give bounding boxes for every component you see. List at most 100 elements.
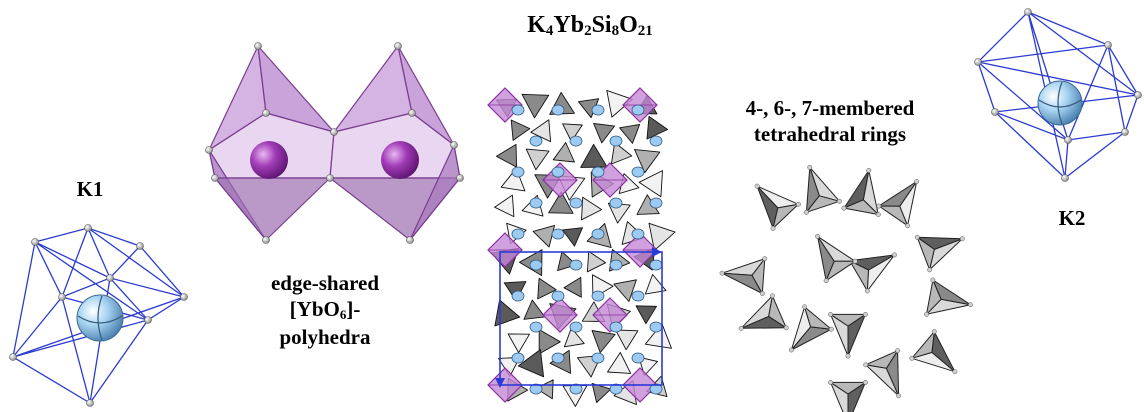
k-atom [569, 197, 583, 209]
k-atom [529, 321, 543, 333]
ring-tetrahedron [738, 293, 789, 331]
k-atom [551, 228, 565, 240]
sio4-tetrahedron [646, 115, 669, 140]
k2-coordination-polyhedron [974, 8, 1142, 182]
ring-tetrahedron [909, 329, 958, 375]
k-atom [649, 383, 663, 395]
sio4-tetrahedron [496, 143, 518, 168]
ring-tetrahedron [754, 183, 801, 231]
k-atom [529, 383, 543, 395]
sio4-tetrahedron [644, 323, 672, 349]
sio4-tetrahedron [648, 222, 676, 251]
sio4-tetrahedron [532, 224, 556, 248]
sio4-tetrahedron [538, 329, 561, 355]
sio4-tetrahedron [586, 250, 607, 273]
unit-cell-axis-arrow [652, 247, 662, 257]
sio4-tetrahedron [548, 191, 574, 214]
sio4-tetrahedron [606, 89, 633, 118]
k-atom [631, 352, 645, 364]
sio4-tetrahedron [638, 170, 663, 198]
k-atom [569, 259, 583, 271]
k-atom [569, 135, 583, 147]
formula-title: K4Yb2Si8O21 [527, 12, 653, 39]
ring-tetrahedron [847, 252, 897, 294]
sio4-tetrahedron [494, 194, 515, 218]
k-atom [649, 259, 663, 271]
sio4-tetrahedron [580, 143, 608, 168]
k-atom [609, 321, 623, 333]
k-atom [511, 352, 525, 364]
ring-tetrahedron [924, 277, 974, 317]
k-atom [511, 228, 525, 240]
k-atom [609, 383, 623, 395]
k-atom [591, 166, 605, 178]
k-atom [631, 228, 645, 240]
sio4-tetrahedron [563, 276, 582, 298]
ring-tetrahedron [914, 234, 965, 273]
sio4-tetrahedron [517, 349, 545, 378]
k-atom [609, 197, 623, 209]
edge-shared-label: edge-shared [YbO6]- polyhedra [230, 270, 420, 350]
k-atom [649, 321, 663, 333]
k-atom [529, 259, 543, 271]
sio4-tetrahedron [562, 227, 583, 247]
k-atom [551, 104, 565, 116]
k-atom [649, 197, 663, 209]
k1-label: K1 [76, 177, 104, 201]
k-atom [551, 290, 565, 302]
k-atom [609, 135, 623, 147]
k-atom [591, 228, 605, 240]
k1-coordination-polyhedron [9, 224, 188, 407]
sio4-tetrahedron [634, 149, 661, 174]
sio4-tetrahedron [613, 279, 637, 302]
sio4-tetrahedron [500, 167, 526, 192]
sio4-tetrahedron [635, 305, 657, 325]
yb-octahedra-dimer [205, 42, 464, 244]
sio4-tetrahedron [525, 148, 550, 171]
edge-label-line2: [YbO6]- [289, 297, 361, 323]
ring-tetrahedron [828, 311, 868, 359]
rings-label: 4-, 6-, 7-membered tetrahedral rings [700, 95, 960, 148]
k-atom [511, 104, 525, 116]
ring-tetrahedron [863, 348, 902, 399]
k-atom [551, 352, 565, 364]
k-atom [631, 166, 645, 178]
k-atom [569, 321, 583, 333]
ring-tetrahedron [815, 233, 858, 284]
sio4-tetrahedron [581, 196, 603, 221]
sio4-tetrahedron [494, 299, 521, 327]
k-atom [511, 166, 525, 178]
k-atom [529, 135, 543, 147]
edge-label-line1: edge-shared [270, 271, 380, 295]
sio4-tetrahedron [591, 330, 616, 354]
sio4-tetrahedron [610, 141, 633, 165]
tetrahedral-rings-view [719, 164, 974, 412]
k-atom [551, 166, 565, 178]
sio4-tetrahedron [644, 274, 667, 295]
sio4-tetrahedron [607, 352, 632, 374]
k-atom [591, 290, 605, 302]
sio4-tetrahedron [510, 119, 531, 141]
k-atom [569, 383, 583, 395]
unit-cell-axis-arrow [495, 378, 505, 388]
sio4-tetrahedron [615, 329, 639, 351]
k-atom [511, 290, 525, 302]
sio4-tetrahedron [619, 124, 641, 144]
k-atom [631, 290, 645, 302]
sio4-tetrahedron [523, 299, 546, 320]
sio4-tetrahedron [562, 123, 583, 142]
sio4-tetrahedron [593, 123, 615, 144]
sio4-tetrahedron [552, 142, 575, 163]
sio4-tetrahedron [521, 93, 550, 119]
sio4-tetrahedron [530, 119, 552, 143]
ring-tetrahedron [788, 304, 834, 353]
crystal-structure-view [487, 87, 676, 407]
ring-tetrahedron [828, 379, 868, 412]
k-atom [649, 135, 663, 147]
k-atom [609, 259, 623, 271]
unit-cell-outline [499, 251, 663, 386]
sio4-tetrahedron [537, 277, 557, 300]
sio4-tetrahedron [507, 333, 530, 354]
ring-tetrahedron [876, 179, 920, 229]
rings-label-line2: tetrahedral rings [753, 122, 907, 147]
